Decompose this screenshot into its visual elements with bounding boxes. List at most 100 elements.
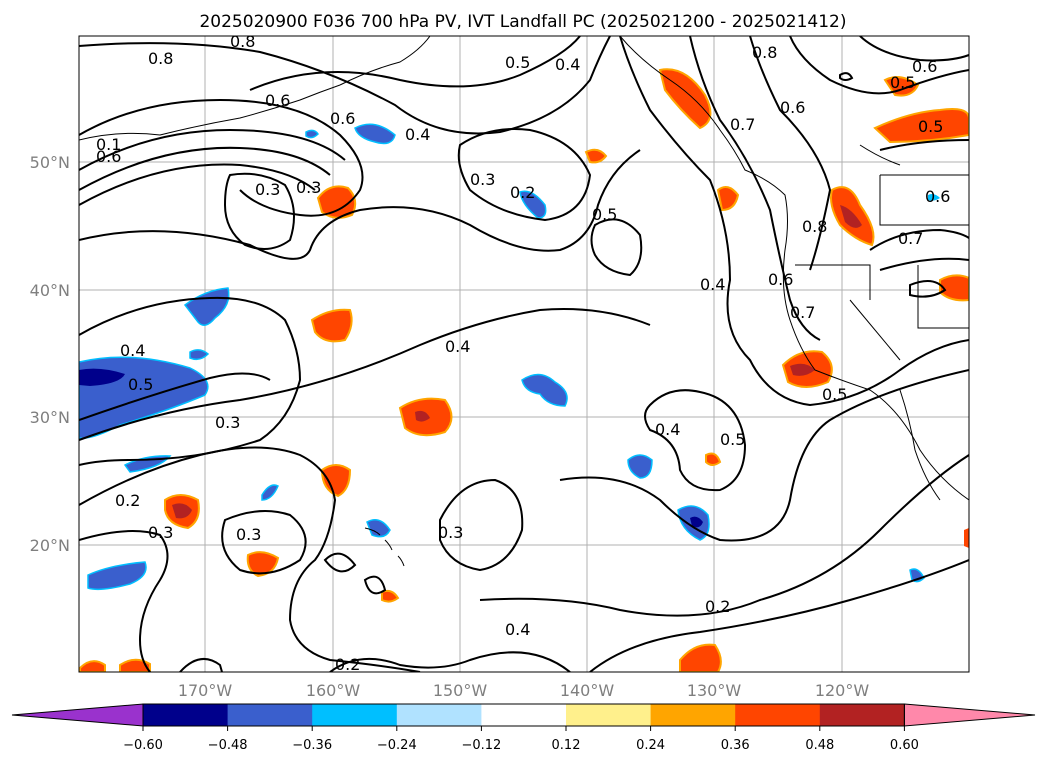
contour-label: 0.3 [215,413,240,432]
neg-anomaly-core-west [79,368,125,386]
pos-anomaly-east-edge [939,274,969,302]
figure-title: 2025020900 F036 700 hPa PV, IVT Landfall… [199,12,846,32]
contour-label: 0.8 [148,49,173,68]
contour-label: 0.4 [700,275,725,294]
contour-label: 0.5 [592,205,617,224]
pv-contours [79,36,969,672]
pos-anomaly-160w-38n [310,308,353,343]
pos-anomaly-160w-47n [316,185,357,219]
neg-anomaly-south-west [87,561,147,591]
pv-contour-o [479,454,969,617]
contour-label: 0.6 [912,57,937,76]
pos-anomaly-small-b [584,148,608,164]
contour-label: 0.2 [510,183,535,202]
pv-contour-closed-i [909,280,947,298]
lat-label-30n: 30°N [30,408,70,427]
coastlines [79,36,969,567]
contour-label: 0.5 [890,73,915,92]
pv-contour-f [249,36,581,91]
state-border-b [795,264,871,300]
pv-contour-x [879,257,969,271]
contour-label: 0.7 [898,229,923,248]
lat-label-50n: 50°N [30,153,70,172]
canada-coast-detail [859,144,901,166]
colorbar-cell [143,704,229,726]
colorbar-cell [227,704,313,726]
lon-label-120w: 120°W [815,681,870,700]
pv-contour-closed-e [439,478,524,572]
contour-label: 0.5 [918,117,943,136]
colorbar-extend-max [903,703,1036,727]
neg-anomaly-hawaii [366,519,391,538]
pv-contour-e [79,149,641,260]
contour-label: 0.6 [768,270,793,289]
pos-anomaly-small-a [381,589,400,603]
contour-label: 0.8 [230,32,255,51]
neg-anomaly-mid-north [519,190,547,219]
pv-contour-closed-d [221,510,307,575]
pv-contour-m [329,651,571,672]
contour-label: 0.5 [505,53,530,72]
pos-anomaly-core-170w [172,503,192,519]
pv-contour-l [179,657,223,672]
contour-label: 0.3 [255,180,280,199]
contour-label: 0.7 [730,115,755,134]
colorbar-cell [819,704,905,726]
colorbar-cells [11,703,1036,727]
map-panel: 0.8 0.8 0.5 0.4 0.8 0.6 0.5 0.6 0.6 0.6 … [78,32,970,674]
pv-contour-closed-h [644,389,747,492]
colorbar-cell [312,704,398,726]
contour-label: 0.2 [115,491,140,510]
contour-label: 0.4 [505,620,530,639]
colorbar-ticks: −0.60 −0.48 −0.36 −0.24 −0.12 0.12 0.24 0.36 0.4… [123,726,919,753]
contour-label: 0.8 [802,217,827,236]
contour-label: 0.3 [148,523,173,542]
colorbar-cell [735,704,821,726]
colorbar-tick-label: 0.60 [890,738,919,753]
contour-label: 0.7 [790,303,815,322]
state-border-a [879,175,969,226]
pv-contour-p [589,559,969,672]
pv-contour-closed-g [363,575,387,595]
lon-label-160w: 160°W [306,681,361,700]
pv-contour-d [79,163,316,206]
colorbar-cell [396,704,482,726]
pv-contour-j [79,446,421,672]
pos-anomaly-small-c [716,185,740,212]
pv-contour-closed-a [223,172,295,250]
lon-label-130w: 130°W [687,681,742,700]
pv-contour-closed-b [457,128,592,222]
latitude-labels: 50°N 40°N 30°N 20°N [30,153,70,555]
contour-label: 0.6 [96,147,121,166]
contour-label: 0.4 [120,341,145,360]
pv-contour-h [79,308,651,441]
contour-label: 0.6 [330,109,355,128]
lon-label-140w: 140°W [560,681,615,700]
lon-label-150w: 150°W [433,681,488,700]
colorbar-tick-label: 0.12 [552,738,581,753]
colorbar-cell [650,704,736,726]
colorbar-tick-label: 0.24 [636,738,665,753]
neg-anomaly-core-130w [690,516,703,528]
gridlines [79,36,969,672]
baja-california [899,389,941,501]
colorbar-tick-label: −0.24 [377,738,417,753]
colorbar: −0.60 −0.48 −0.36 −0.24 −0.12 0.12 0.24 0.36 0.4… [11,703,1036,753]
contour-label: 0.5 [128,375,153,394]
colorbar-tick-label: 0.36 [721,738,750,753]
pos-anomaly-south-130w [679,643,722,672]
neg-anomaly-north-central [354,123,396,145]
pos-anomaly-core-socal [790,363,815,376]
neg-anomaly-small-f [928,194,940,201]
pv-contour-i [79,372,271,421]
pv-contour-t [789,36,969,95]
pv-contour-u [859,36,969,62]
pos-anomaly-small-d [705,452,722,466]
pos-anomaly-165w-18n [246,551,280,578]
state-border-d [849,299,901,361]
contour-label: 0.8 [752,43,777,62]
colorbar-tick-label: −0.36 [292,738,332,753]
contour-label: 0.3 [438,523,463,542]
pos-anomaly-alaska-panhandle [658,68,712,130]
